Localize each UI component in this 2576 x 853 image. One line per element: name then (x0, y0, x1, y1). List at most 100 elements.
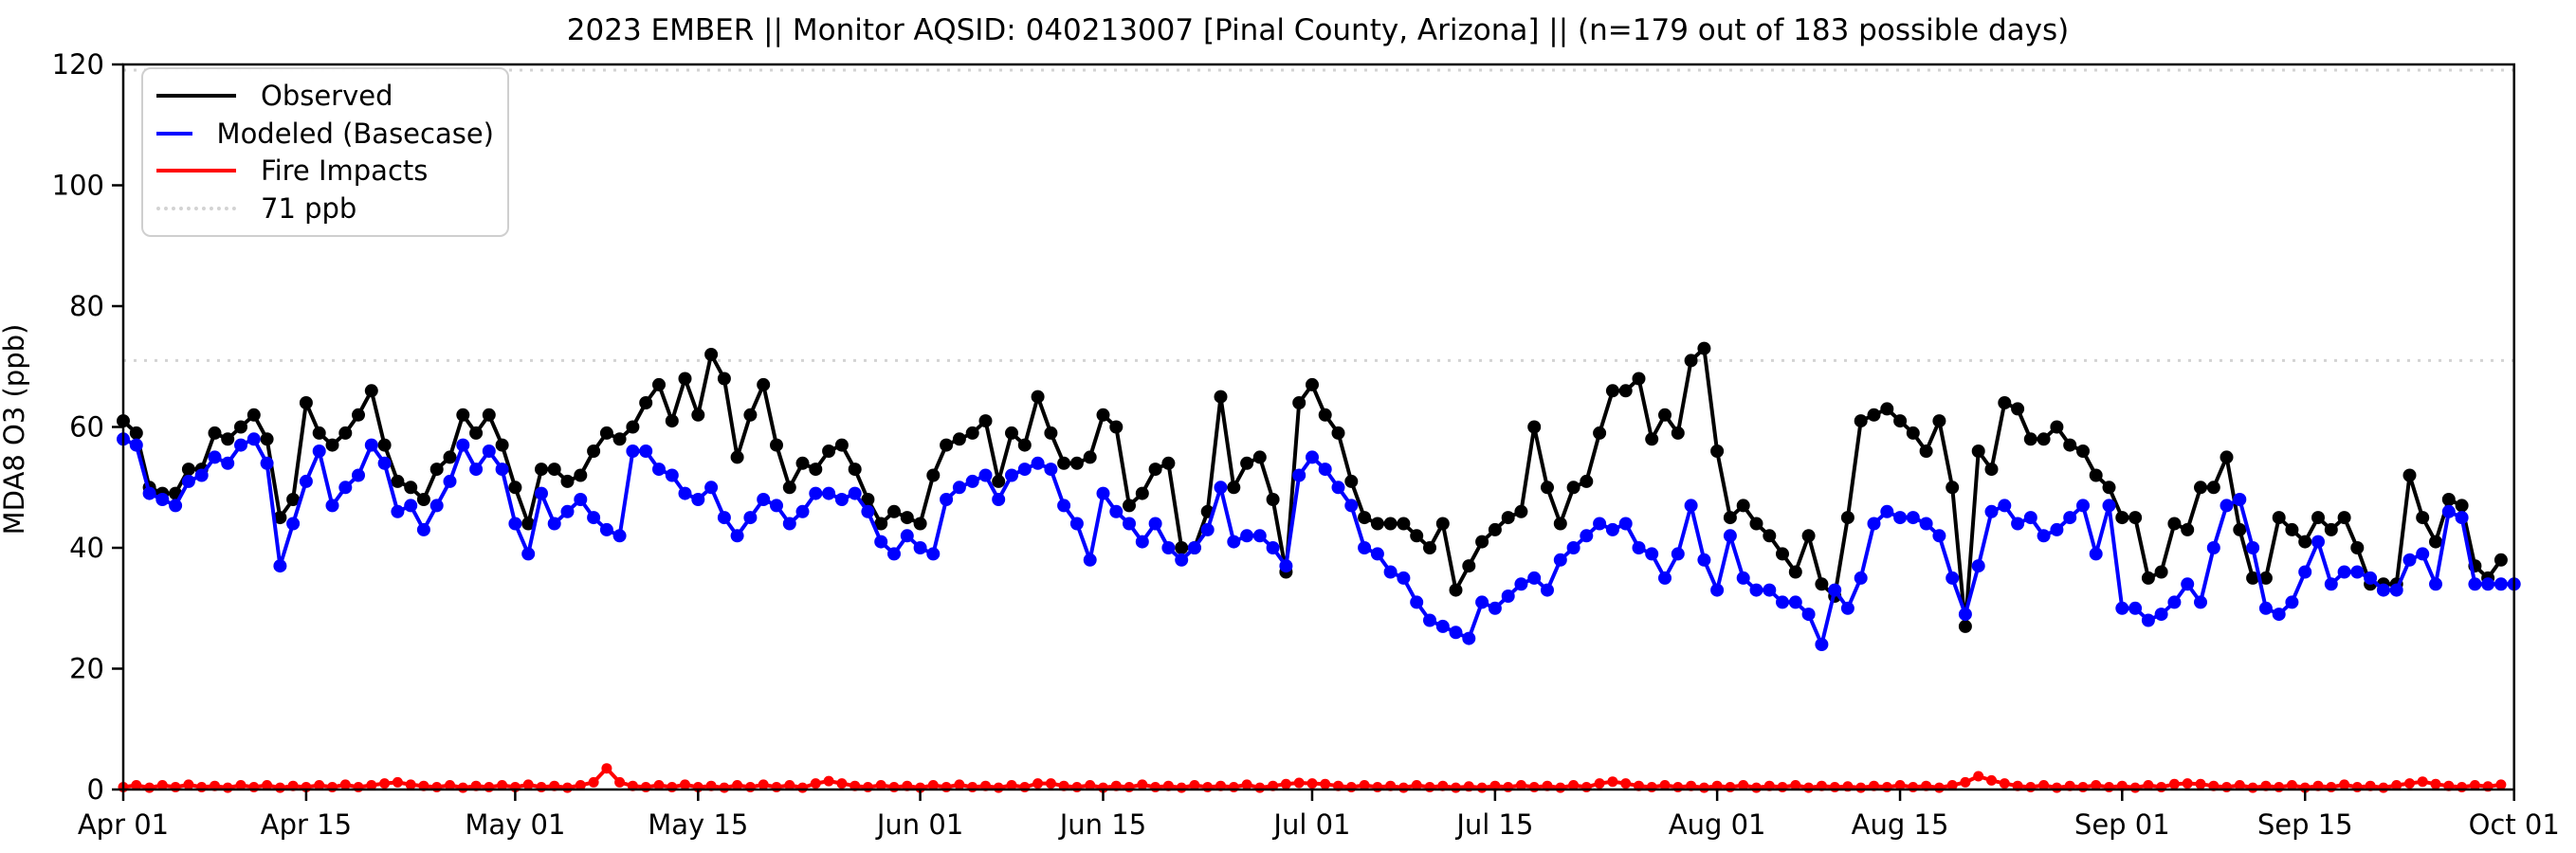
series-marker (1435, 619, 1450, 633)
series-marker (1527, 571, 1542, 585)
series-marker (2194, 595, 2207, 609)
x-tick-label: Oct 01 (2469, 808, 2560, 841)
series-marker (547, 517, 561, 531)
series-marker (1292, 396, 1306, 409)
series-marker (2104, 782, 2114, 792)
series-marker (743, 408, 758, 422)
series-marker (235, 780, 247, 790)
series-marker (482, 445, 496, 458)
series-marker (2258, 571, 2273, 585)
series-marker (940, 438, 954, 452)
series-marker (1553, 517, 1567, 531)
series-marker (2272, 511, 2286, 525)
x-tick-label: Sep 01 (2074, 808, 2170, 841)
series-marker (1423, 541, 1436, 554)
series-marker (2417, 776, 2428, 788)
series-marker (967, 782, 978, 792)
series-marker (1266, 541, 1280, 554)
series-marker (1227, 481, 1241, 495)
series-marker (1854, 571, 1868, 585)
series-marker (926, 468, 941, 482)
series-marker (2298, 565, 2312, 579)
series-marker (797, 782, 808, 793)
series-marker (782, 481, 796, 495)
series-marker (2051, 782, 2062, 793)
series-marker (2429, 577, 2442, 591)
series-marker (1017, 438, 1032, 452)
series-marker (1946, 481, 1960, 495)
series-marker (1658, 571, 1672, 585)
series-marker (822, 445, 836, 458)
series-marker (379, 778, 391, 789)
series-marker (743, 511, 758, 525)
series-marker (1488, 601, 1502, 615)
series-marker (640, 782, 651, 792)
series-marker (170, 782, 181, 792)
series-marker (1083, 450, 1097, 464)
series-marker (1607, 776, 1618, 788)
series-marker (1318, 408, 1332, 422)
series-marker (521, 517, 536, 531)
series-marker (599, 426, 613, 440)
series-marker (456, 408, 470, 422)
series-marker (169, 499, 183, 513)
series-marker (508, 517, 522, 531)
series-marker (1397, 571, 1411, 585)
series-marker (809, 463, 823, 477)
x-tick-label: Jul 01 (1271, 808, 1350, 841)
series-marker (2285, 595, 2299, 609)
series-marker (247, 408, 261, 422)
series-marker (1175, 541, 1189, 554)
series-marker (1398, 782, 1409, 793)
series-marker (2378, 782, 2389, 793)
series-marker (286, 493, 301, 506)
series-marker (1893, 511, 1908, 525)
series-marker (574, 468, 588, 482)
series-marker (1881, 782, 1892, 792)
series-marker (2141, 571, 2155, 585)
series-marker (144, 782, 155, 793)
x-tick-label: Apr 01 (78, 808, 169, 841)
series-marker (2274, 782, 2285, 792)
series-marker (588, 776, 599, 788)
series-marker (1148, 517, 1162, 531)
series-marker (1710, 583, 1725, 597)
series-marker (770, 499, 783, 513)
x-tick-label: Aug 01 (1669, 808, 1766, 841)
series-marker (495, 463, 509, 477)
series-marker (1279, 559, 1293, 573)
series-marker (314, 780, 325, 790)
series-marker (1710, 445, 1725, 458)
series-marker (286, 517, 301, 531)
series-marker (1894, 780, 1906, 790)
series-marker (1475, 535, 1489, 549)
series-marker (1503, 782, 1514, 792)
series-marker (1370, 547, 1384, 561)
series-marker (744, 782, 756, 792)
series-marker (2286, 780, 2297, 790)
series-marker (2037, 432, 2051, 446)
series-marker (416, 493, 430, 506)
series-marker (678, 372, 692, 386)
series-marker (469, 463, 484, 477)
series-marker (339, 779, 351, 790)
series-marker (1906, 426, 1920, 440)
series-marker (704, 348, 719, 361)
series-marker (377, 456, 392, 470)
series-marker (667, 782, 678, 792)
series-marker (1932, 529, 1946, 543)
series-marker (1476, 782, 1488, 793)
series-marker (1960, 776, 1971, 788)
series-marker (2285, 522, 2299, 536)
series-marker (1109, 420, 1124, 434)
series-marker (2037, 529, 2051, 543)
series-marker (1005, 426, 1018, 440)
series-marker (1646, 782, 1657, 792)
series-marker (2391, 780, 2402, 790)
series-marker (1397, 517, 1411, 531)
series-marker (978, 414, 993, 428)
series-marker (338, 426, 353, 440)
series-marker (2494, 553, 2508, 567)
x-tick-label: Aug 15 (1852, 808, 1949, 841)
series-marker (1854, 414, 1868, 428)
